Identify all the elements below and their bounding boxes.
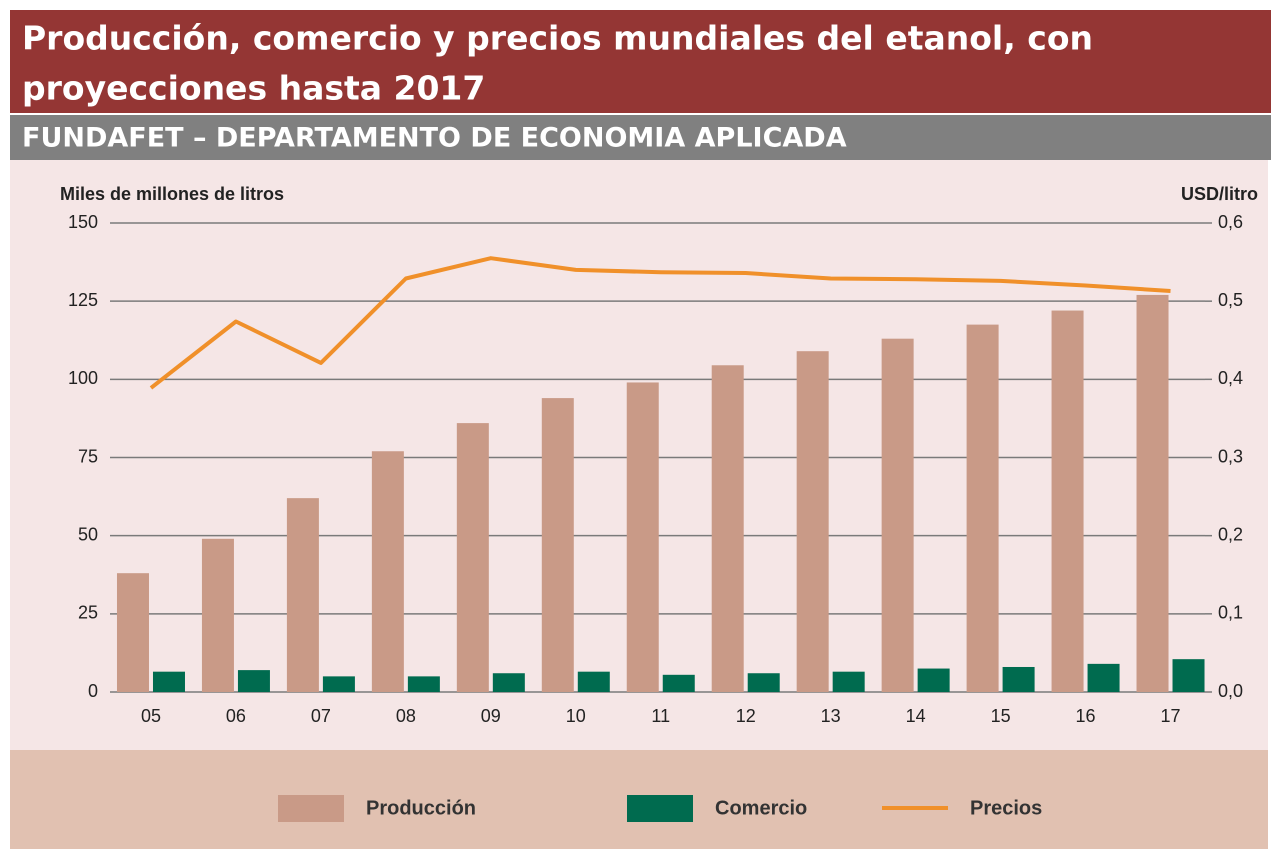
bar [917,668,950,692]
bar [1002,666,1035,692]
x-tick-label: 05 [141,706,161,726]
bar [1136,294,1169,692]
y-tick-label: 75 [78,446,98,466]
legend-label: Producción [366,797,476,819]
y-axis-label: Miles de millones de litros [60,184,284,204]
bar [541,398,574,692]
x-tick-label: 17 [1161,706,1181,726]
y2-tick-label: 0,4 [1218,368,1243,388]
bar [322,676,355,692]
legend-label: Comercio [715,797,807,819]
x-tick-label: 06 [226,706,246,726]
bar [832,671,865,692]
bar [711,365,744,692]
x-tick-label: 07 [311,706,331,726]
x-tick-label: 09 [481,706,501,726]
bar [152,671,185,692]
bar [286,498,319,692]
x-tick-label: 13 [821,706,841,726]
x-tick-label: 15 [991,706,1011,726]
bar [626,382,659,692]
y-tick-label: 25 [78,603,98,623]
bar [577,671,610,692]
subtitle-bar [10,115,1271,160]
y-tick-label: 125 [68,290,98,310]
bar [881,338,914,692]
title-line: Producción, comercio y precios mundiales… [22,19,1093,58]
y-tick-label: 50 [78,524,98,544]
x-tick-label: 11 [651,706,670,726]
subtitle: FUNDAFET – DEPARTAMENTO DE ECONOMIA APLI… [22,123,847,154]
x-tick-label: 10 [566,706,586,726]
y2-tick-label: 0,6 [1218,212,1243,232]
bar [407,676,440,692]
bar [966,324,999,692]
bar [201,538,234,692]
bar [747,673,780,692]
x-tick-label: 14 [906,706,926,726]
legend-swatch [278,795,344,822]
bar [1051,310,1084,692]
bar [662,674,695,692]
bar [1172,659,1205,692]
y2-axis-label: USD/litro [1181,184,1258,204]
y2-tick-label: 0,3 [1218,446,1243,466]
bar [492,673,525,692]
y2-tick-label: 0,5 [1218,290,1243,310]
x-tick-label: 16 [1076,706,1096,726]
bar [237,670,270,692]
y2-tick-label: 0,1 [1218,603,1243,623]
y2-tick-label: 0,2 [1218,524,1243,544]
y-tick-label: 150 [68,212,98,232]
bar [116,573,149,692]
legend-label: Precios [970,797,1042,819]
legend-swatch [627,795,693,822]
bar [1087,663,1120,692]
y-tick-label: 100 [68,368,98,388]
line [149,256,1171,390]
x-tick-label: 12 [736,706,756,726]
title-bar [10,10,1271,113]
title-line: proyecciones hasta 2017 [22,69,485,108]
bar [456,423,489,692]
y2-tick-label: 0,0 [1218,681,1243,701]
bar [371,451,404,692]
bar [796,351,829,692]
x-tick-label: 08 [396,706,416,726]
y-tick-label: 0 [88,681,98,701]
